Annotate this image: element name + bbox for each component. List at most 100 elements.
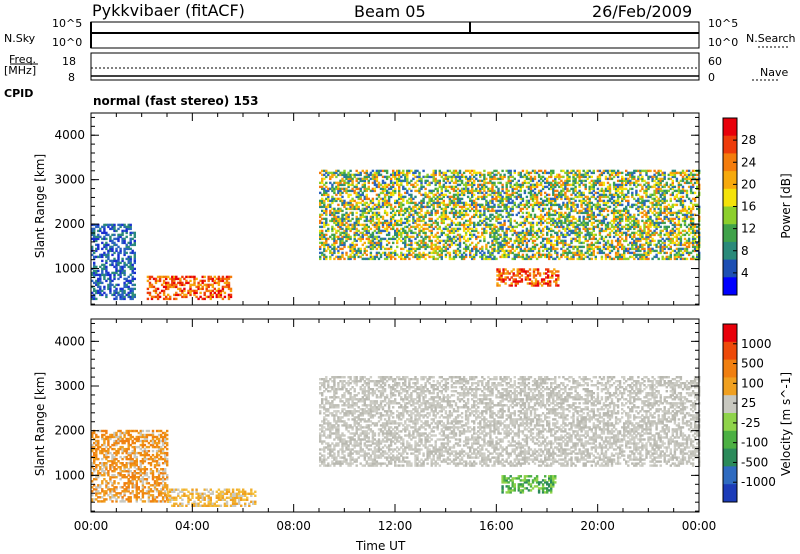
- data-cell: [643, 249, 646, 253]
- data-cell: [396, 183, 399, 187]
- data-cell: [389, 221, 393, 225]
- data-cell: [385, 191, 389, 195]
- data-cell: [590, 211, 593, 215]
- data-cell: [473, 205, 476, 209]
- data-cell: [418, 247, 421, 251]
- data-cell: [562, 203, 565, 207]
- data-cell: [450, 239, 454, 243]
- data-cell: [489, 175, 492, 179]
- data-cell: [471, 221, 474, 225]
- data-cell: [119, 287, 122, 291]
- data-cell: [572, 221, 575, 225]
- data-cell: [649, 201, 652, 205]
- data-cell: [627, 181, 630, 185]
- data-cell: [635, 225, 638, 229]
- data-cell: [323, 245, 326, 249]
- data-cell: [197, 281, 200, 285]
- data-cell: [127, 287, 130, 291]
- data-cell: [558, 237, 561, 241]
- data-cell: [410, 189, 413, 193]
- data-cell: [456, 249, 460, 253]
- data-cell: [420, 199, 423, 203]
- data-cell: [414, 171, 417, 175]
- data-cell: [373, 177, 377, 181]
- n-search-tick-top: 10^5: [708, 17, 739, 30]
- data-cell: [428, 219, 431, 223]
- data-cell: [438, 195, 441, 199]
- data-cell: [406, 191, 409, 195]
- data-cell: [95, 283, 98, 287]
- data-cell: [458, 221, 462, 225]
- data-cell: [414, 247, 417, 251]
- data-cell: [511, 213, 514, 217]
- data-cell: [590, 207, 593, 211]
- data-cell: [635, 191, 638, 195]
- data-cell: [588, 197, 591, 201]
- data-cell: [408, 251, 411, 255]
- data-cell: [489, 215, 492, 219]
- data-cell: [637, 225, 640, 229]
- data-cell: [436, 211, 439, 215]
- data-cell: [385, 229, 389, 233]
- data-cell: [341, 201, 344, 205]
- data-cell: [422, 231, 425, 235]
- data-cell: [647, 217, 650, 221]
- data-cell: [414, 231, 417, 235]
- data-cell: [475, 223, 478, 227]
- data-cell: [616, 209, 620, 213]
- data-cell: [588, 205, 591, 209]
- data-cell: [363, 181, 366, 185]
- data-cell: [598, 175, 602, 179]
- data-cell: [432, 201, 435, 205]
- data-cell: [426, 235, 429, 239]
- data-cell: [616, 243, 620, 247]
- data-cell: [570, 219, 573, 223]
- data-cell: [101, 267, 104, 271]
- data-cell: [578, 227, 581, 231]
- data-cell: [566, 251, 569, 255]
- data-cell: [383, 189, 387, 193]
- data-cell: [655, 227, 658, 231]
- data-cell: [398, 193, 401, 197]
- data-cell: [604, 229, 608, 233]
- data-cell: [586, 173, 589, 177]
- data-cell: [341, 199, 344, 203]
- data-cell: [323, 225, 326, 229]
- data-cell: [119, 269, 122, 273]
- data-cell: [436, 181, 439, 185]
- data-cell: [531, 209, 535, 213]
- data-cell: [568, 227, 571, 231]
- data-cell: [428, 199, 431, 203]
- data-cell: [385, 189, 389, 193]
- data-cell: [513, 201, 516, 205]
- data-cell: [345, 187, 348, 191]
- data-cell: [495, 177, 498, 181]
- data-cell: [169, 295, 172, 299]
- data-cell: [199, 295, 202, 299]
- data-cell: [93, 261, 96, 265]
- data-cell: [568, 171, 571, 175]
- data-cell: [377, 169, 381, 173]
- data-cell: [103, 291, 106, 295]
- data-cell: [133, 251, 136, 255]
- data-cell: [610, 171, 614, 175]
- data-cell: [600, 235, 604, 239]
- data-cell: [365, 227, 368, 231]
- data-cell: [517, 233, 520, 237]
- data-cell: [458, 245, 462, 249]
- data-cell: [333, 209, 336, 213]
- data-cell: [604, 189, 608, 193]
- data-cell: [466, 227, 470, 231]
- data-cell: [612, 245, 616, 249]
- data-cell: [568, 257, 571, 261]
- data-cell: [331, 233, 334, 237]
- data-cell: [430, 175, 433, 179]
- data-cell: [537, 235, 541, 239]
- data-cell: [371, 233, 375, 237]
- data-cell: [438, 215, 441, 219]
- data-cell: [594, 215, 597, 219]
- data-cell: [578, 217, 581, 221]
- data-cell: [103, 237, 106, 241]
- data-cell: [489, 251, 492, 255]
